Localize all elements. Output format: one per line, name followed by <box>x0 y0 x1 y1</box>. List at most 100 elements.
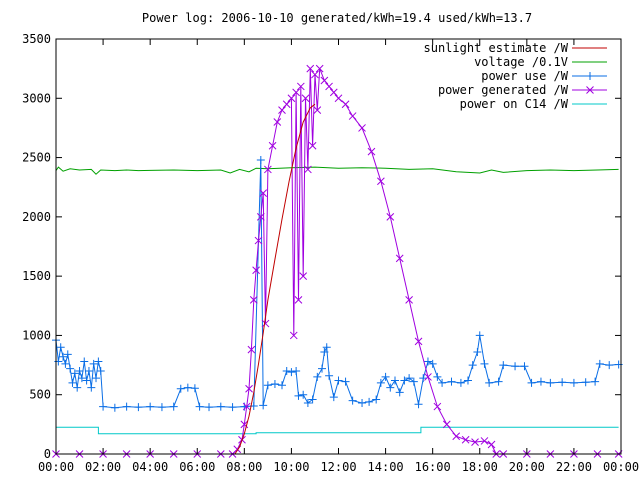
data-point <box>546 378 555 387</box>
data-point <box>367 147 376 156</box>
series-layer <box>52 64 623 458</box>
series-4 <box>56 426 619 435</box>
data-point <box>423 357 432 366</box>
data-point <box>433 402 442 411</box>
x-tick-label: 10:00 <box>273 460 309 474</box>
x-tick-label: 22:00 <box>556 460 592 474</box>
legend-label: voltage /0.1V <box>474 55 568 69</box>
data-point <box>365 397 374 406</box>
data-point <box>99 402 108 411</box>
data-point <box>461 435 470 444</box>
data-point <box>190 384 199 393</box>
data-point <box>68 378 77 387</box>
data-point <box>358 399 367 408</box>
data-point <box>256 213 265 221</box>
data-point <box>527 378 536 387</box>
data-point <box>313 106 322 114</box>
x-tick-label: 16:00 <box>415 460 451 474</box>
data-point <box>110 403 119 412</box>
data-point <box>468 361 477 370</box>
data-point <box>308 141 317 150</box>
data-point <box>405 374 414 383</box>
data-point <box>92 374 101 383</box>
data-point <box>146 402 155 411</box>
data-point <box>256 155 265 164</box>
data-point <box>228 403 237 412</box>
series-2 <box>52 155 623 412</box>
data-point <box>59 352 68 361</box>
data-point <box>311 70 319 79</box>
data-point <box>605 361 614 370</box>
data-point <box>395 254 404 263</box>
data-point <box>282 100 291 109</box>
data-point <box>325 82 333 91</box>
data-point <box>301 94 310 103</box>
data-point <box>376 378 385 387</box>
data-point <box>247 345 256 354</box>
data-point <box>87 383 96 392</box>
data-point <box>249 296 258 304</box>
y-tick-label: 2000 <box>22 210 51 224</box>
data-point <box>82 376 91 385</box>
legend-label: power on C14 /W <box>460 97 569 111</box>
x-tick-label: 14:00 <box>368 460 404 474</box>
series-1 <box>55 166 619 175</box>
data-point <box>278 106 286 114</box>
legend-label: sunlight estimate /W <box>424 41 569 55</box>
data-point <box>320 348 329 357</box>
series-line <box>56 426 619 435</box>
data-point <box>84 367 93 375</box>
data-point <box>414 337 423 346</box>
data-point <box>259 401 268 410</box>
x-tick-label: 18:00 <box>462 460 498 474</box>
data-point <box>252 266 260 275</box>
data-point <box>318 364 327 373</box>
data-point <box>278 381 286 390</box>
data-point <box>442 420 451 429</box>
data-point <box>195 402 204 411</box>
x-tick-label: 06:00 <box>179 460 215 474</box>
data-point <box>485 378 494 387</box>
axis-layer: 0 500 1000 1500 2000 2500 3000 3500 00:00 02:00 04… <box>22 32 639 474</box>
data-point <box>122 402 131 411</box>
data-point <box>157 403 166 412</box>
data-point <box>273 118 282 126</box>
data-point <box>520 362 529 371</box>
data-point <box>591 377 600 386</box>
data-point <box>77 374 86 383</box>
data-point <box>94 357 103 366</box>
data-point <box>61 359 70 368</box>
data-point <box>322 343 331 352</box>
data-point <box>428 359 437 368</box>
data-point <box>348 112 357 120</box>
data-point <box>400 376 409 385</box>
data-point <box>306 64 315 73</box>
data-point <box>259 189 268 197</box>
data-point <box>348 396 357 405</box>
data-point <box>473 348 482 357</box>
series-0 <box>234 103 316 455</box>
data-point <box>320 76 329 85</box>
data-point <box>334 376 343 385</box>
data-point <box>304 165 312 174</box>
data-point <box>433 372 442 381</box>
series-3 <box>52 64 623 458</box>
x-tick-label: 08:00 <box>226 460 262 474</box>
data-point <box>499 361 508 370</box>
data-point <box>438 378 447 387</box>
data-point <box>242 402 251 411</box>
data-point <box>313 372 322 381</box>
data-point <box>391 376 399 385</box>
legend-label: power generated /W <box>438 83 569 97</box>
series-line <box>55 166 619 175</box>
data-point <box>325 371 334 380</box>
data-point <box>395 388 404 397</box>
series-line <box>55 159 619 409</box>
legend-marker <box>586 86 594 94</box>
y-tick-label: 1000 <box>22 328 51 342</box>
data-point <box>447 377 456 386</box>
data-point <box>341 100 350 109</box>
data-point <box>294 391 303 400</box>
